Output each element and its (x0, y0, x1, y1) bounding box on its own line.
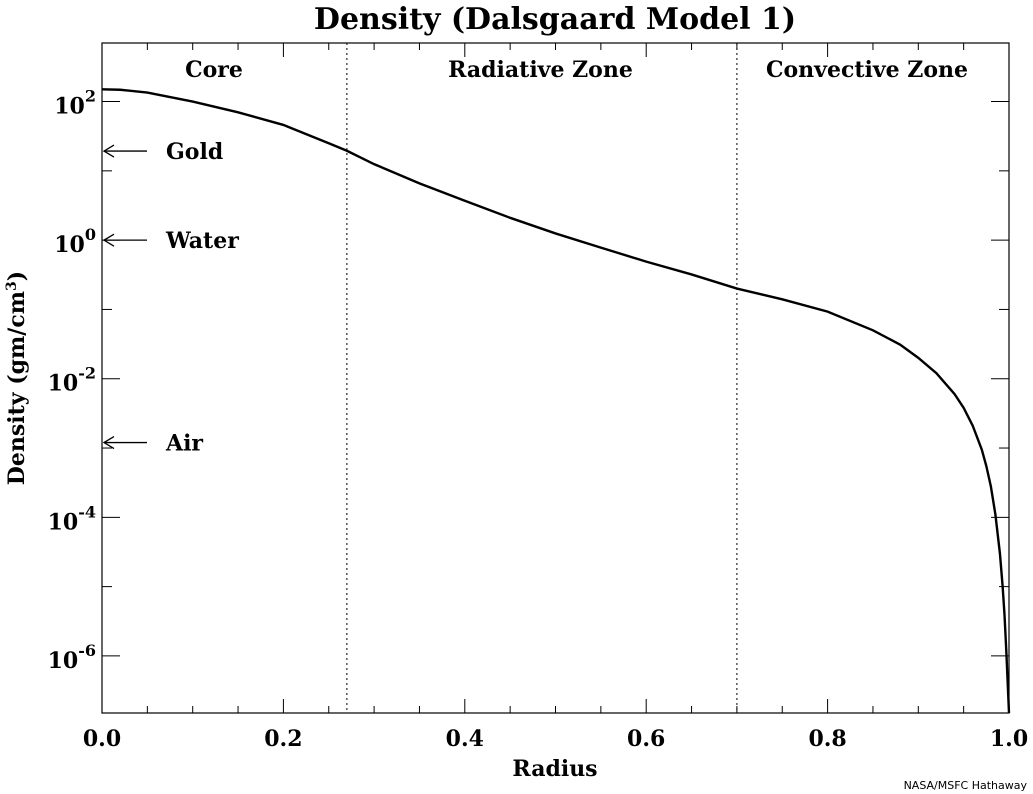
major-ticks (101, 43, 1010, 713)
reference-levels: Gold Water Air (102, 139, 239, 457)
y-tick-label: 10-4 (48, 502, 96, 535)
y-tick-label: 100 (54, 225, 96, 258)
y-tick-label: 102 (54, 87, 96, 120)
x-tick-labels: 0.0 0.2 0.4 0.6 0.8 1.0 (83, 726, 1028, 752)
chart-title: Density (Dalsgaard Model 1) (314, 2, 796, 37)
minor-ticks (102, 43, 1009, 713)
x-axis-label: Radius (512, 756, 597, 782)
density-series-line (101, 88, 1011, 714)
zone-boundaries (346, 43, 738, 713)
zone-label: Convective Zone (766, 57, 968, 83)
x-tick-label: 0.0 (83, 726, 121, 752)
plot-frame (101, 42, 1010, 714)
x-tick-label: 0.2 (264, 726, 302, 752)
y-tick-label: 10-6 (48, 641, 96, 674)
ref-level-label: Air (165, 431, 203, 457)
x-tick-label: 0.8 (808, 726, 846, 752)
ref-level-label: Water (165, 228, 239, 254)
x-tick-label: 1.0 (990, 726, 1028, 752)
ref-arrow-head (102, 233, 115, 247)
zone-label: Core (185, 57, 243, 83)
ref-arrow-head (102, 144, 115, 158)
ref-level-label: Gold (166, 139, 223, 165)
credit-text: NASA/MSFC Hathaway (904, 779, 1028, 792)
x-tick-label: 0.4 (446, 726, 484, 752)
x-tick-label: 0.6 (627, 726, 665, 752)
ref-arrow-head (102, 435, 115, 450)
y-tick-labels: 102 100 10-2 10-4 10-6 (48, 87, 96, 674)
zone-labels: Core Radiative Zone Convective Zone (185, 57, 968, 83)
y-axis-label: Density (gm/cm3) (4, 271, 30, 485)
zone-label: Radiative Zone (448, 57, 633, 83)
y-tick-label: 10-2 (48, 364, 96, 397)
